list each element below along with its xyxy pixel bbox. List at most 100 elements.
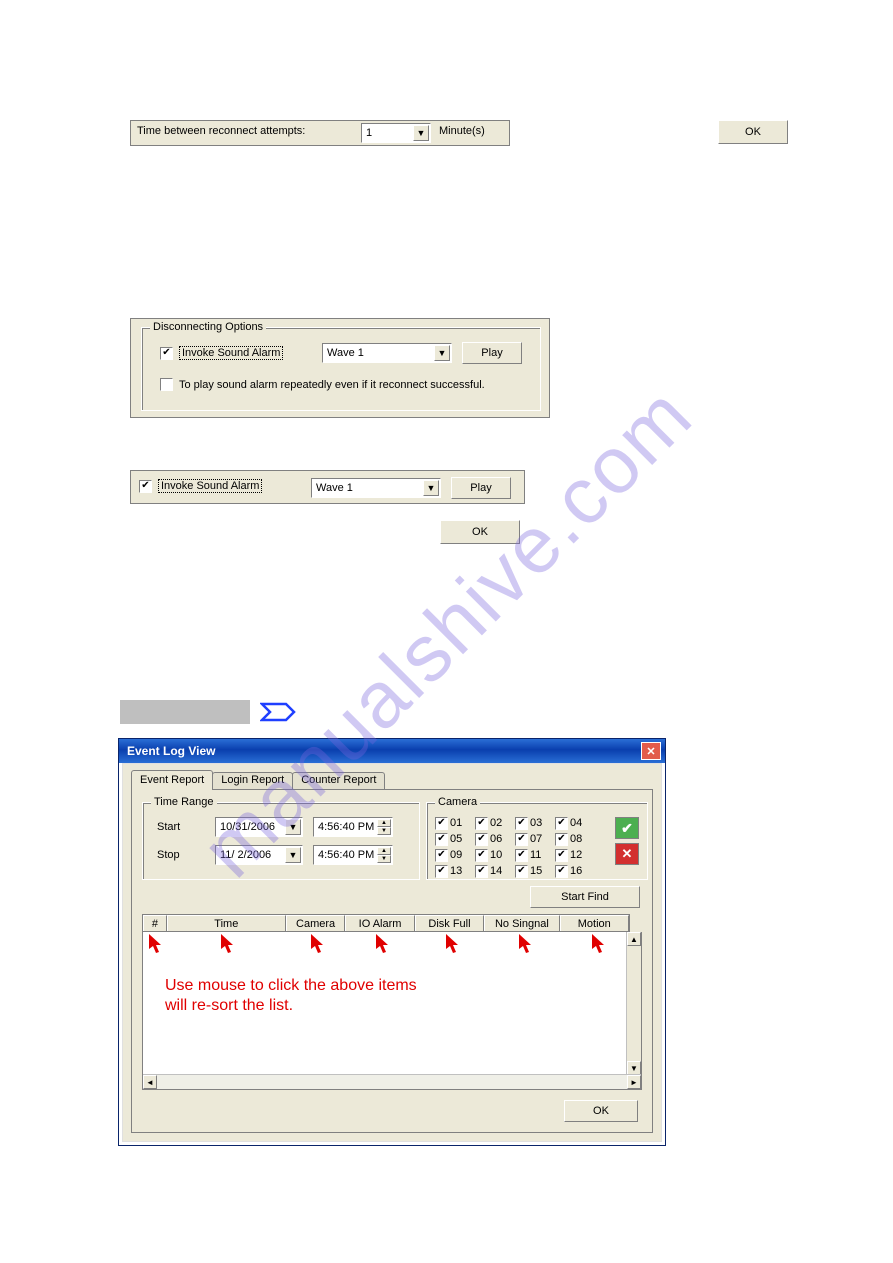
ok-button[interactable]: OK (718, 120, 788, 144)
checkbox-icon[interactable]: ✔ (515, 817, 528, 830)
horizontal-scrollbar[interactable]: ◄ ► (143, 1074, 641, 1089)
start-time-field[interactable]: 4:56:40 PM ▲▼ (313, 817, 393, 837)
camera-label: 02 (490, 817, 502, 829)
checkbox-icon[interactable]: ✔ (515, 849, 528, 862)
checkbox-icon[interactable]: ✔ (515, 865, 528, 878)
close-button[interactable]: ✕ (641, 742, 661, 760)
repeat-alarm-label: To play sound alarm repeatedly even if i… (179, 379, 485, 391)
chevron-down-icon[interactable]: ▼ (285, 847, 301, 863)
event-log-title: Event Log View (127, 744, 215, 758)
wave-select-2[interactable]: Wave 1 ▼ (311, 478, 441, 498)
camera-legend: Camera (435, 796, 480, 808)
checkbox-icon[interactable]: ✔ (435, 833, 448, 846)
checkbox-icon[interactable]: ✔ (435, 865, 448, 878)
cursor-icon (311, 934, 329, 956)
disconnect-options-panel: Disconnecting Options ✔ Invoke Sound Ala… (130, 318, 550, 418)
play-button-2[interactable]: Play (451, 477, 511, 499)
column-header-io-alarm[interactable]: IO Alarm (345, 915, 414, 931)
column-header-camera[interactable]: Camera (286, 915, 346, 931)
camera-select-all-button[interactable]: ✔ (615, 817, 639, 839)
invoke-alarm-checkbox-2[interactable]: ✔ (139, 480, 152, 493)
cursor-icon (149, 934, 167, 956)
checkbox-icon[interactable]: ✔ (435, 849, 448, 862)
chevron-down-icon[interactable]: ▼ (423, 480, 439, 496)
start-find-label: Start Find (561, 891, 609, 903)
checkbox-icon[interactable]: ✔ (555, 849, 568, 862)
checkbox-icon[interactable]: ✔ (555, 833, 568, 846)
event-log-ok-label: OK (593, 1105, 609, 1117)
checkbox-icon[interactable]: ✔ (475, 865, 488, 878)
checkbox-icon[interactable]: ✔ (555, 865, 568, 878)
chevron-down-icon[interactable]: ▼ (413, 125, 429, 141)
camera-checkbox-02[interactable]: ✔02 (475, 815, 515, 831)
scroll-right-icon[interactable]: ► (627, 1075, 641, 1089)
tab-event-report[interactable]: Event Report (131, 770, 213, 790)
event-log-ok-button[interactable]: OK (564, 1100, 638, 1122)
event-log-window: Event Log View ✕ Event Report Login Repo… (118, 738, 666, 1146)
column-header-disk-full[interactable]: Disk Full (415, 915, 484, 931)
ok-button-2[interactable]: OK (440, 520, 520, 544)
camera-checkbox-10[interactable]: ✔10 (475, 847, 515, 863)
tab-label: Counter Report (301, 774, 376, 786)
wave-select-value: Wave 1 (327, 347, 364, 359)
column-header-time[interactable]: Time (167, 915, 286, 931)
play-button-label: Play (481, 347, 502, 359)
stop-time-field[interactable]: 4:56:40 PM ▲▼ (313, 845, 393, 865)
sort-hint-note: Use mouse to click the above items will … (165, 976, 417, 1016)
camera-checkbox-04[interactable]: ✔04 (555, 815, 595, 831)
camera-checkbox-11[interactable]: ✔11 (515, 847, 555, 863)
reconnect-interval-select[interactable]: 1 ▼ (361, 123, 431, 143)
camera-checkbox-05[interactable]: ✔05 (435, 831, 475, 847)
checkbox-icon[interactable]: ✔ (475, 817, 488, 830)
start-date-field[interactable]: 10/31/2006 ▼ (215, 817, 303, 837)
column-header--[interactable]: # (143, 915, 167, 931)
stop-time-value: 4:56:40 PM (318, 849, 374, 861)
camera-checkbox-08[interactable]: ✔08 (555, 831, 595, 847)
column-header-motion[interactable]: Motion (560, 915, 629, 931)
scroll-down-icon[interactable]: ▼ (627, 1061, 641, 1075)
camera-checkbox-06[interactable]: ✔06 (475, 831, 515, 847)
camera-checkbox-13[interactable]: ✔13 (435, 863, 475, 879)
camera-checkbox-16[interactable]: ✔16 (555, 863, 595, 879)
camera-grid: ✔01✔02✔03✔04✔05✔06✔07✔08✔09✔10✔11✔12✔13✔… (435, 815, 595, 879)
stop-date-field[interactable]: 11/ 2/2006 ▼ (215, 845, 303, 865)
cursor-icon (221, 934, 239, 956)
camera-fieldset: Camera ✔01✔02✔03✔04✔05✔06✔07✔08✔09✔10✔11… (426, 802, 648, 880)
invoke-alarm-checkbox[interactable]: ✔ (160, 347, 173, 360)
camera-checkbox-14[interactable]: ✔14 (475, 863, 515, 879)
vertical-scrollbar[interactable]: ▲ ▼ (626, 932, 641, 1075)
chevron-down-icon[interactable]: ▼ (285, 819, 301, 835)
play-button[interactable]: Play (462, 342, 522, 364)
checkbox-icon[interactable]: ✔ (435, 817, 448, 830)
camera-label: 13 (450, 865, 462, 877)
close-icon: ✕ (646, 745, 655, 758)
camera-checkbox-03[interactable]: ✔03 (515, 815, 555, 831)
time-spinner[interactable]: ▲▼ (377, 847, 391, 863)
repeat-alarm-checkbox[interactable] (160, 378, 173, 391)
column-label: Camera (296, 918, 335, 930)
camera-checkbox-12[interactable]: ✔12 (555, 847, 595, 863)
event-log-titlebar: Event Log View ✕ (119, 739, 665, 763)
checkbox-icon[interactable]: ✔ (515, 833, 528, 846)
checkbox-icon[interactable]: ✔ (555, 817, 568, 830)
start-date-value: 10/31/2006 (220, 821, 275, 833)
invoke-alarm-panel: ✔ Invoke Sound Alarm Wave 1 ▼ Play (130, 470, 525, 504)
checkbox-icon[interactable]: ✔ (475, 833, 488, 846)
start-find-button[interactable]: Start Find (530, 886, 640, 908)
scroll-left-icon[interactable]: ◄ (143, 1075, 157, 1089)
camera-checkbox-09[interactable]: ✔09 (435, 847, 475, 863)
scroll-up-icon[interactable]: ▲ (627, 932, 641, 946)
wave-select[interactable]: Wave 1 ▼ (322, 343, 452, 363)
start-time-value: 4:56:40 PM (318, 821, 374, 833)
camera-checkbox-15[interactable]: ✔15 (515, 863, 555, 879)
scrollbar-track[interactable] (157, 1075, 627, 1089)
reconnect-panel: Time between reconnect attempts: 1 ▼ Min… (130, 120, 510, 146)
result-list: Use mouse to click the above items will … (142, 932, 642, 1090)
time-spinner[interactable]: ▲▼ (377, 819, 391, 835)
column-header-no-singnal[interactable]: No Singnal (484, 915, 559, 931)
chevron-down-icon[interactable]: ▼ (434, 345, 450, 361)
camera-clear-all-button[interactable]: ✕ (615, 843, 639, 865)
camera-checkbox-07[interactable]: ✔07 (515, 831, 555, 847)
checkbox-icon[interactable]: ✔ (475, 849, 488, 862)
camera-checkbox-01[interactable]: ✔01 (435, 815, 475, 831)
